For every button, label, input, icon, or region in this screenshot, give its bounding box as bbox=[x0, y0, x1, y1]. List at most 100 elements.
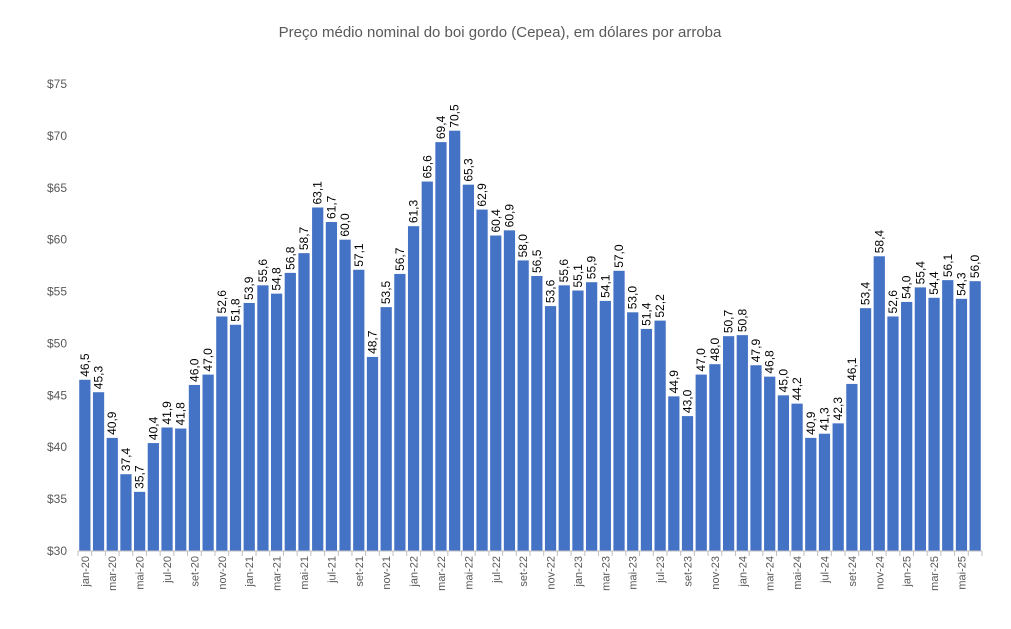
bar bbox=[544, 306, 557, 551]
data-label: 41,9 bbox=[160, 401, 174, 425]
bar bbox=[435, 142, 447, 552]
x-axis: jan-20 mar-20 mai-20 jul-20 set-20 nov-20 jan-… bbox=[77, 551, 983, 591]
bar bbox=[120, 474, 132, 551]
data-label: 50,7 bbox=[722, 309, 736, 333]
bar bbox=[695, 374, 707, 551]
bar bbox=[942, 280, 954, 551]
x-tick-label: mar-21 bbox=[272, 556, 284, 591]
x-tick-label: jul-23 bbox=[655, 556, 667, 584]
data-label: 46,0 bbox=[187, 358, 201, 382]
bar bbox=[750, 365, 762, 551]
bar bbox=[339, 239, 351, 551]
bar bbox=[736, 335, 748, 551]
data-label: 54,4 bbox=[927, 271, 941, 295]
bar bbox=[394, 273, 406, 551]
data-label: 57,1 bbox=[352, 243, 366, 267]
bar bbox=[106, 437, 118, 551]
bar bbox=[517, 260, 529, 551]
x-tick-label: nov-24 bbox=[874, 556, 886, 590]
x-tick-label: jul-24 bbox=[819, 556, 831, 584]
bar bbox=[270, 293, 283, 551]
data-label: 70,5 bbox=[448, 104, 462, 128]
x-tick-label: jan-21 bbox=[244, 556, 256, 588]
data-label: 52,6 bbox=[886, 290, 900, 314]
bar bbox=[928, 297, 940, 551]
bar bbox=[175, 428, 187, 551]
x-tick-label: mai-24 bbox=[792, 556, 804, 590]
bar bbox=[599, 300, 611, 551]
x-tick-label: mai-22 bbox=[463, 556, 475, 590]
x-tick-label: jan-24 bbox=[737, 556, 749, 588]
bar bbox=[572, 290, 584, 551]
data-label: 43,0 bbox=[681, 389, 695, 413]
x-tick-label: set-24 bbox=[847, 556, 859, 587]
bar bbox=[462, 184, 474, 552]
bar bbox=[503, 230, 516, 551]
bar bbox=[312, 207, 324, 552]
data-label: 54,1 bbox=[598, 274, 612, 298]
data-label: 40,4 bbox=[146, 416, 160, 440]
data-label: 53,6 bbox=[544, 279, 558, 303]
bar bbox=[777, 395, 790, 551]
bar bbox=[366, 356, 379, 551]
data-label: 62,9 bbox=[475, 183, 489, 207]
bar bbox=[818, 433, 831, 551]
bar bbox=[202, 374, 214, 551]
data-label: 56,0 bbox=[968, 254, 982, 278]
bar bbox=[325, 222, 338, 551]
data-label: 55,6 bbox=[256, 259, 270, 283]
x-tick-label: mai-20 bbox=[135, 556, 147, 590]
data-label: 51,4 bbox=[639, 302, 653, 326]
bar bbox=[490, 235, 502, 551]
data-label: 60,0 bbox=[338, 213, 352, 237]
data-label: 55,6 bbox=[557, 259, 571, 283]
bar bbox=[257, 285, 269, 551]
bar bbox=[298, 253, 310, 551]
chart-title: Preço médio nominal do boi gordo (Cepea)… bbox=[279, 24, 722, 41]
data-label: 53,0 bbox=[626, 286, 640, 310]
bar bbox=[134, 491, 146, 551]
bar bbox=[92, 392, 105, 551]
data-label: 53,5 bbox=[379, 280, 393, 304]
data-label: 47,9 bbox=[749, 339, 763, 363]
x-tick-label: jan-22 bbox=[409, 556, 421, 588]
bar bbox=[449, 130, 461, 551]
bar bbox=[901, 301, 913, 551]
data-labels: 46,545,340,937,435,740,441,9 41,846,0 47,0… bbox=[78, 104, 982, 489]
data-label: 53,9 bbox=[242, 276, 256, 300]
x-tick-label: jul-20 bbox=[162, 556, 174, 584]
y-tick-label: $35 bbox=[47, 492, 67, 506]
data-label: 56,1 bbox=[941, 253, 955, 277]
data-label: 51,8 bbox=[229, 298, 243, 322]
data-label: 46,5 bbox=[78, 353, 92, 377]
x-tick-label: set-22 bbox=[518, 556, 530, 587]
bar bbox=[531, 275, 543, 551]
data-label: 45,3 bbox=[92, 366, 106, 390]
bar bbox=[969, 281, 981, 551]
bar bbox=[216, 316, 228, 551]
data-label: 47,0 bbox=[694, 348, 708, 372]
data-label: 41,3 bbox=[817, 407, 831, 431]
bar bbox=[627, 312, 639, 551]
data-label: 56,7 bbox=[393, 247, 407, 271]
bar bbox=[805, 437, 817, 551]
data-label: 53,4 bbox=[859, 281, 873, 305]
data-label: 60,9 bbox=[502, 204, 516, 228]
data-label: 52,2 bbox=[653, 294, 667, 318]
bar bbox=[722, 336, 735, 551]
data-label: 54,8 bbox=[270, 267, 284, 291]
bar bbox=[859, 308, 872, 551]
data-label: 57,0 bbox=[612, 244, 626, 268]
bar bbox=[955, 298, 968, 551]
data-label: 55,1 bbox=[571, 264, 585, 288]
data-label: 40,9 bbox=[804, 411, 818, 435]
bar bbox=[613, 270, 625, 551]
bar bbox=[640, 328, 653, 551]
bar bbox=[421, 181, 433, 551]
data-label: 56,5 bbox=[530, 249, 544, 273]
bar bbox=[79, 379, 91, 551]
data-label: 42,3 bbox=[831, 397, 845, 421]
x-tick-label: jan-20 bbox=[80, 556, 92, 588]
y-tick-label: $60 bbox=[47, 233, 67, 247]
bar bbox=[586, 282, 598, 551]
